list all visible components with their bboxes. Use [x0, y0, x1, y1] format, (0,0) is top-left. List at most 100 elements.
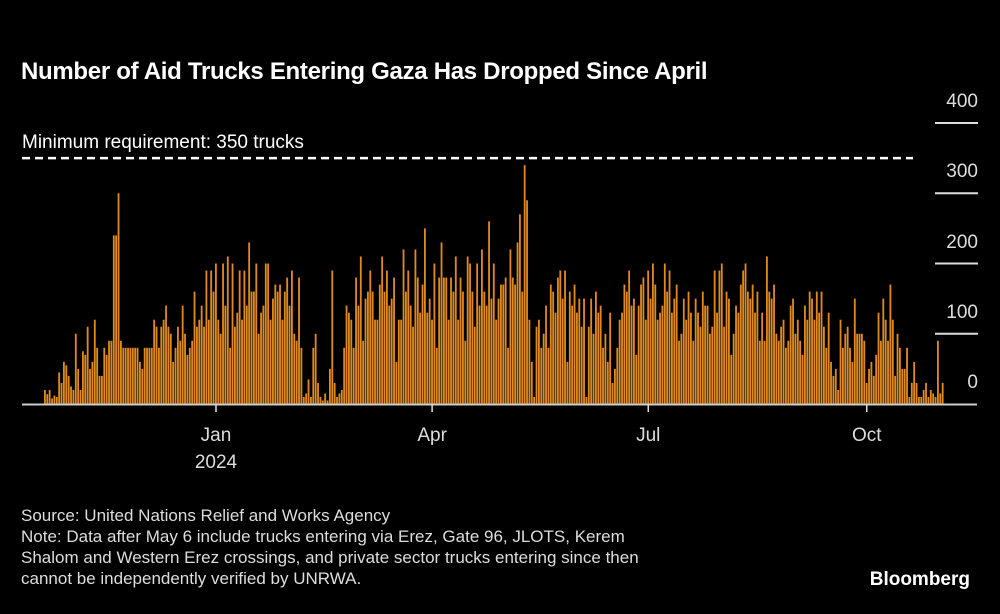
bar — [350, 319, 353, 404]
y-tick-label: 0 — [967, 372, 978, 393]
bar — [162, 319, 165, 404]
bar — [255, 263, 258, 404]
bar — [561, 298, 564, 405]
bar — [507, 347, 509, 404]
bar — [91, 361, 94, 404]
bar — [93, 319, 96, 404]
bar — [312, 347, 315, 404]
bar — [656, 319, 659, 404]
bar — [72, 389, 75, 404]
bar — [298, 277, 300, 404]
bar — [887, 340, 889, 404]
bar — [245, 305, 248, 404]
bar — [542, 333, 545, 404]
bar — [701, 291, 704, 404]
bar — [426, 312, 429, 404]
bar — [799, 340, 802, 404]
bar — [86, 326, 89, 404]
bar — [827, 312, 830, 404]
bar — [922, 389, 925, 404]
bar — [435, 347, 438, 404]
bar — [378, 284, 381, 404]
bar — [849, 347, 851, 404]
bar — [690, 312, 692, 404]
bar — [896, 333, 899, 404]
bar — [405, 291, 407, 404]
bar — [44, 389, 46, 404]
bar — [67, 375, 70, 404]
bar — [374, 319, 376, 404]
source-text: Source: United Nations Relief and Works … — [21, 506, 391, 525]
bar — [281, 319, 284, 404]
bar — [599, 305, 602, 404]
bar — [153, 319, 156, 404]
bar — [725, 291, 728, 404]
bar — [737, 312, 740, 404]
footer-notes: Source: United Nations Relief and Works … — [21, 505, 639, 589]
bar — [492, 263, 495, 404]
bar — [129, 347, 132, 404]
bar — [362, 340, 365, 404]
bar — [70, 386, 72, 404]
bar — [628, 270, 631, 404]
bar — [597, 312, 600, 404]
bar — [899, 347, 901, 404]
bar — [528, 319, 531, 404]
bar — [834, 368, 837, 405]
bar — [694, 298, 697, 405]
bar — [576, 312, 578, 404]
bar — [647, 270, 650, 404]
bar — [815, 291, 818, 404]
bar — [150, 347, 153, 404]
bar — [766, 256, 768, 404]
bar — [274, 284, 277, 404]
y-tick-label: 300 — [946, 161, 978, 183]
bar — [675, 284, 678, 404]
bar — [889, 284, 892, 404]
bar — [471, 291, 474, 404]
bar — [447, 319, 450, 404]
bar — [53, 395, 56, 404]
bar — [713, 270, 716, 404]
bar — [310, 396, 312, 404]
bar — [739, 284, 742, 404]
bar — [127, 347, 129, 404]
bar — [466, 256, 469, 404]
bar — [110, 340, 113, 404]
bar — [559, 270, 562, 404]
y-tick-label: 400 — [946, 91, 978, 112]
bar — [181, 305, 184, 404]
bar — [699, 326, 702, 404]
bar — [908, 396, 911, 404]
bar — [918, 396, 920, 404]
bar — [231, 263, 234, 404]
bar — [414, 249, 417, 404]
bar — [839, 319, 842, 404]
bar — [611, 382, 614, 404]
bar — [279, 284, 281, 404]
bar — [464, 340, 467, 404]
bar — [618, 319, 621, 404]
bar — [105, 354, 108, 404]
bar — [248, 242, 251, 404]
bar — [906, 347, 908, 404]
bar — [51, 398, 53, 404]
bar — [929, 389, 932, 404]
bar — [941, 382, 944, 404]
bar — [751, 284, 754, 404]
bar — [331, 270, 334, 404]
y-tick-label: 200 — [946, 231, 978, 253]
bar — [65, 365, 68, 404]
bar — [134, 347, 137, 404]
bar — [179, 340, 182, 404]
bar — [481, 249, 483, 404]
bar — [856, 333, 859, 404]
bar — [101, 375, 103, 404]
bar — [578, 298, 581, 405]
bar — [122, 347, 125, 404]
bar — [616, 347, 619, 404]
bar — [932, 393, 935, 404]
bar — [773, 284, 775, 404]
note-line: Shalom and Western Erez crossings, and p… — [21, 548, 639, 567]
bar — [98, 375, 101, 404]
